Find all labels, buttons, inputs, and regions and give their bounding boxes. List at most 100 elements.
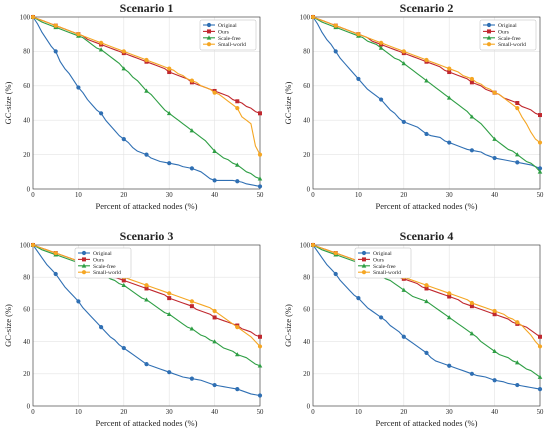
y-tick-label: 100 — [20, 14, 31, 21]
x-tick-label: 40 — [211, 192, 218, 199]
data-point-small-world — [379, 40, 384, 45]
x-tick-label: 40 — [491, 409, 498, 416]
y-tick-label: 80 — [303, 275, 310, 282]
data-point-original — [379, 315, 384, 320]
chart-title: Scenario 4 — [400, 229, 454, 243]
y-tick-label: 20 — [303, 371, 310, 378]
legend-marker-scale-free — [486, 35, 492, 40]
series-line-small-world — [312, 244, 541, 347]
legend-marker-ours — [82, 257, 86, 262]
y-tick-label: 40 — [303, 118, 310, 125]
data-point-small-world — [144, 283, 149, 288]
plot-frame — [32, 244, 261, 407]
x-tick-label: 10 — [75, 192, 82, 199]
data-point-ours — [469, 80, 474, 85]
series-line-original — [312, 244, 541, 390]
series-original — [30, 242, 263, 398]
legend-box — [354, 247, 412, 279]
data-point-original — [401, 119, 406, 125]
legend-box — [199, 19, 257, 51]
legend-box — [74, 247, 132, 279]
data-point-original — [333, 49, 338, 54]
data-point-original — [333, 271, 338, 277]
data-point-original — [424, 350, 429, 355]
data-point-small-world — [167, 291, 172, 296]
y-axis-label: GC-size (%) — [3, 81, 13, 124]
legend-marker-original — [486, 22, 492, 28]
data-point-scale-free — [166, 110, 172, 116]
data-point-small-world — [356, 32, 361, 37]
series-ours — [31, 243, 262, 339]
legend-marker-small-world — [486, 42, 492, 47]
data-point-original — [167, 370, 172, 375]
data-point-ours — [258, 111, 262, 116]
series-line-small-world — [32, 244, 261, 347]
legend-label-original: Original — [93, 251, 112, 257]
data-point-scale-free — [257, 176, 263, 181]
series-scale-free — [30, 242, 263, 368]
y-axis-label: GC-size (%) — [283, 304, 293, 347]
x-tick-label: 40 — [491, 192, 498, 199]
data-point-small-world — [121, 49, 126, 54]
data-point-ours — [492, 312, 497, 317]
data-point-scale-free — [144, 88, 149, 93]
data-point-ours — [235, 99, 240, 104]
data-point-small-world — [492, 90, 497, 95]
data-point-scale-free — [166, 311, 172, 317]
x-tick-label: 20 — [120, 192, 127, 199]
series-ours — [311, 243, 542, 339]
data-point-scale-free — [469, 331, 475, 336]
data-point-small-world — [424, 283, 429, 288]
x-tick-label: 50 — [257, 192, 264, 199]
data-point-original — [356, 76, 361, 82]
x-tick-label: 30 — [166, 192, 173, 199]
data-point-small-world — [189, 299, 194, 304]
chart-title: Scenario 2 — [400, 1, 454, 15]
data-point-original — [189, 166, 194, 171]
legend-marker-scale-free — [81, 263, 87, 268]
data-point-scale-free — [257, 363, 263, 368]
data-point-ours — [258, 334, 262, 339]
x-axis-label: Percent of attacked nodes (%) — [376, 201, 478, 211]
x-tick-label: 10 — [355, 192, 362, 199]
data-point-scale-free — [515, 152, 520, 157]
series-small-world — [310, 14, 543, 145]
data-point-small-world — [235, 106, 240, 111]
legend-label-ours: Ours — [218, 29, 229, 35]
data-point-original — [99, 325, 104, 330]
data-point-ours — [167, 70, 172, 75]
x-tick-label: 0 — [311, 409, 315, 416]
chart-panel-3: Scenario 3 0 10 20 30 40 50 0 20 40 60 80 100 Percent… — [3, 229, 264, 428]
chart-panel-4: Scenario 4 0 10 20 30 40 50 0 20 40 60 80 100 Percent… — [283, 229, 544, 428]
data-point-small-world — [212, 90, 217, 95]
x-tick-label: 0 — [311, 192, 315, 199]
x-axis-label: Percent of attacked nodes (%) — [96, 201, 198, 211]
x-tick-label: 0 — [31, 192, 35, 199]
y-tick-label: 60 — [303, 307, 310, 314]
y-tick-label: 20 — [23, 371, 30, 378]
data-point-original — [401, 334, 406, 339]
data-point-small-world — [424, 57, 429, 63]
series-small-world — [30, 14, 263, 157]
data-point-small-world — [515, 320, 520, 325]
x-tick-label: 20 — [120, 409, 127, 416]
data-point-original — [424, 131, 429, 137]
x-tick-label: 20 — [400, 409, 407, 416]
chart-title: Scenario 3 — [120, 229, 174, 243]
data-point-small-world — [167, 66, 172, 71]
data-point-original — [99, 111, 104, 116]
data-point-original — [469, 148, 474, 153]
data-point-scale-free — [189, 128, 195, 133]
x-tick-label: 30 — [166, 409, 173, 416]
x-tick-label: 50 — [537, 409, 544, 416]
chart-panel-2: Scenario 2 0 10 20 30 40 50 0 20 40 60 80 100 Percent… — [283, 1, 544, 211]
plot-frame — [312, 16, 541, 190]
legend-box — [479, 19, 537, 51]
data-point-scale-free — [515, 360, 520, 365]
legend-label-small-world: Small-world — [93, 270, 121, 276]
series-line-scale-free — [312, 244, 541, 378]
legend-label-scale-free: Scale-free — [373, 263, 396, 270]
